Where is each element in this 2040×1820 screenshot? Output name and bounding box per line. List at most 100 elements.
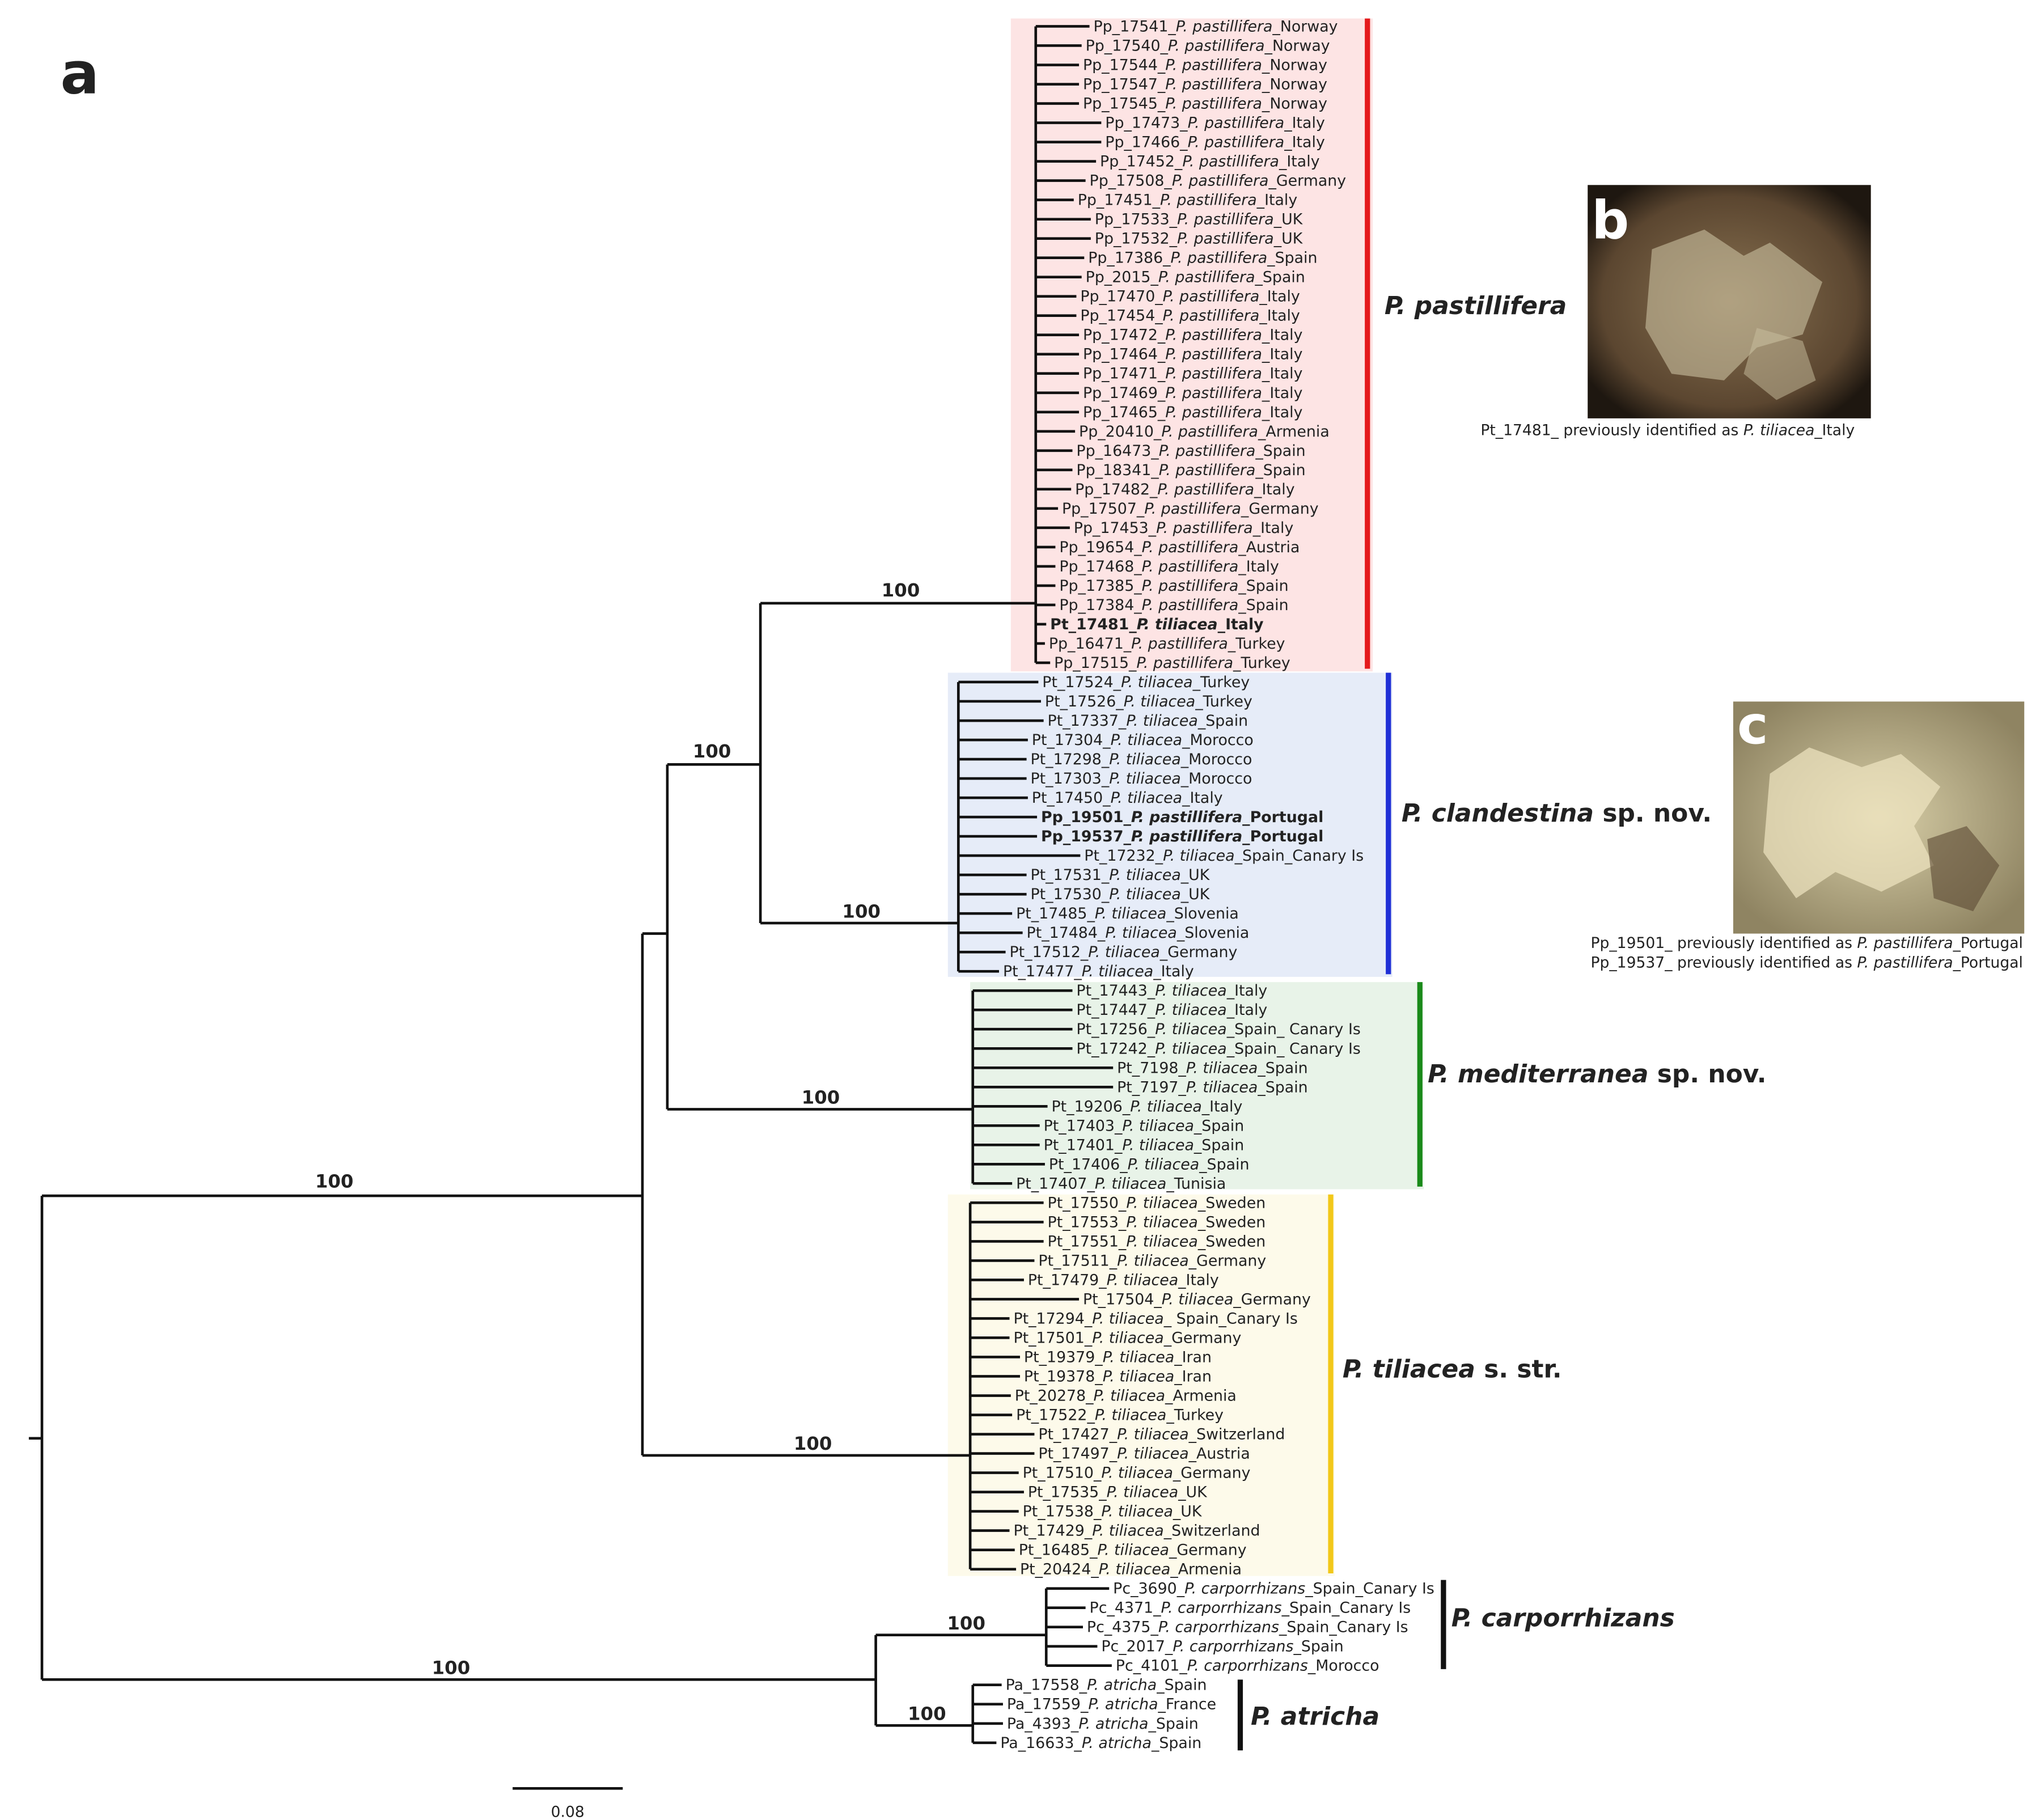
leaf-label: Pa_4393_P. atricha_Spain — [1007, 1715, 1199, 1732]
leaf-part: P. tiliacea — [1092, 1329, 1163, 1347]
support-value: 100 — [794, 1433, 832, 1454]
leaf-label: Pt_7197_P. tiliacea_Spain — [1117, 1078, 1308, 1096]
clade-box — [947, 672, 1393, 977]
support-value: 100 — [947, 1612, 985, 1634]
leaf-part: Pp_19537_ — [1041, 828, 1132, 845]
leaf-part: Pt_17303_ — [1030, 770, 1109, 788]
leaf-part: Pt_17443_ — [1076, 982, 1155, 1000]
leaf-label: Pt_7198_P. tiliacea_Spain — [1117, 1059, 1308, 1077]
leaf-part: P. tiliacea — [1088, 943, 1159, 961]
leaf-part: _Germany — [1169, 1541, 1247, 1559]
leaf-part: P. tiliacea — [1109, 770, 1180, 788]
leaf-part: Pa_17559_ — [1007, 1695, 1089, 1713]
leaf-part: _Spain — [1193, 1117, 1244, 1135]
leaf-part: Pc_4101_ — [1116, 1657, 1188, 1674]
leaf-part: P. tiliacea — [1126, 1233, 1197, 1250]
support-value: 100 — [908, 1703, 946, 1724]
leaf-part: Pp_17386_ — [1088, 249, 1171, 266]
leaf-part: _Germany — [1233, 1290, 1311, 1308]
leaf-part: P. tiliacea — [1128, 1156, 1199, 1173]
leaf-part: Pp_17454_ — [1080, 307, 1163, 324]
leaf-label: Pt_17538_P. tiliacea_UK — [1023, 1502, 1203, 1520]
leaf-part: P. atricha — [1087, 1676, 1157, 1694]
leaf-part: _Spain_Canary Is — [1305, 1580, 1434, 1597]
leaf-part: _UK — [1180, 886, 1211, 903]
leaf-part: P. tiliacea — [1099, 1560, 1170, 1578]
leaf-part: Pt_17477_ — [1003, 963, 1082, 980]
leaf-part: _Portugal — [1242, 828, 1323, 845]
leaf-part: _Austria — [1238, 538, 1300, 556]
leaf-part: Pt_17484_ — [1027, 924, 1106, 942]
leaf-part: _Italy — [1153, 963, 1194, 980]
leaf-part: _Italy — [1252, 519, 1294, 536]
leaf-part: P. tiliacea — [1095, 905, 1166, 922]
leaf-part: Pp_17470_ — [1080, 287, 1163, 305]
leaf-label: Pt_17242_P. tiliacea_Spain_ Canary Is — [1076, 1040, 1360, 1057]
leaf-part: Pt_17526_ — [1045, 692, 1124, 710]
leaf-part: _Turkey — [1192, 673, 1250, 691]
leaf-part: Pc_4375_ — [1087, 1618, 1159, 1636]
leaf-part: _Italy — [1218, 615, 1264, 633]
leaf-part: _Spain — [1255, 461, 1305, 479]
leaf-part: Pt_17485_ — [1016, 905, 1095, 922]
leaf-part: P. pastillifera — [1142, 557, 1239, 575]
leaf-part: Pp_17508_ — [1090, 172, 1173, 189]
leaf-label: Pp_17545_P. pastillifera_Norway — [1083, 95, 1327, 112]
leaf-label: Pt_17484_P. tiliacea_Slovenia — [1027, 924, 1250, 942]
leaf-part: _Spain_ Canary Is — [1226, 1021, 1361, 1038]
leaf-part: P. tiliacea — [1111, 789, 1182, 807]
leaf-label: Pt_17429_P. tiliacea_Switzerland — [1013, 1522, 1260, 1539]
support-value: 100 — [432, 1657, 471, 1679]
leaf-part: Pt_17304_ — [1032, 731, 1111, 749]
leaf-part: P. pastillifera — [1159, 461, 1256, 479]
leaf-part: _Tunisia — [1166, 1175, 1226, 1192]
clade-label: P. clandestina sp. nov. — [1402, 798, 1712, 827]
leaf-part: Pt_17512_ — [1010, 943, 1089, 961]
leaf-part: _Spain_ Canary Is — [1226, 1040, 1361, 1057]
leaf-part: P. tiliacea — [1117, 1425, 1188, 1443]
leaf-part: P. pastillifera — [1131, 828, 1242, 845]
leaf-part: Pc_4371_ — [1090, 1599, 1162, 1616]
leaf-part: Pp_17533_ — [1095, 210, 1178, 228]
caption-part: _Italy — [1814, 421, 1855, 439]
leaf-label: Pt_17403_P. tiliacea_Spain — [1044, 1117, 1245, 1135]
leaf-part: P. pastillifera — [1165, 95, 1262, 112]
leaf-part: P. carporrhizans — [1187, 1657, 1308, 1674]
leaf-part: P. tiliacea — [1082, 963, 1153, 980]
leaf-part: P. pastillifera — [1165, 384, 1262, 401]
leaf-part: _Italy — [1262, 326, 1303, 344]
leaf-part: P. pastillifera — [1156, 519, 1253, 536]
leaf-part: _Turkey — [1233, 654, 1290, 671]
leaf-label: Pp_17471_P. pastillifera_Italy — [1083, 365, 1303, 382]
leaf-label: Pp_19654_P. pastillifera_Austria — [1059, 538, 1300, 556]
support-value: 100 — [693, 740, 731, 762]
leaf-part: _Iran — [1174, 1368, 1212, 1385]
leaf-part: P. tiliacea — [1117, 1252, 1188, 1269]
leaf-part: P. tiliacea — [1095, 1406, 1166, 1424]
leaf-part: Pp_17465_ — [1083, 403, 1166, 421]
support-value: 100 — [842, 900, 881, 922]
leaf-part: P. pastillifera — [1168, 37, 1265, 54]
leaf-part: P. pastillifera — [1136, 654, 1233, 671]
leaf-part: Pt_17501_ — [1013, 1329, 1092, 1347]
leaf-part: _UK — [1273, 210, 1303, 228]
leaf-part: _Italy — [1262, 384, 1303, 401]
leaf-label: Pt_19379_P. tiliacea_Iran — [1024, 1348, 1212, 1366]
caption-part: P. pastillifera — [1857, 934, 1953, 951]
leaf-part: P. tiliacea — [1122, 1117, 1193, 1135]
leaf-part: _Italy — [1279, 153, 1320, 170]
leaf-label: Pt_17553_P. tiliacea_Sweden — [1048, 1213, 1266, 1231]
leaf-part: P. pastillifera — [1188, 133, 1285, 151]
leaf-label: Pp_17385_P. pastillifera_Spain — [1059, 577, 1288, 594]
leaf-part: _Morocco — [1307, 1657, 1379, 1674]
leaf-part: P. tiliacea — [1155, 982, 1226, 1000]
leaf-part: Pp_17515_ — [1054, 654, 1137, 671]
leaf-part: Pt_17479_ — [1028, 1271, 1107, 1289]
leaf-part: _Italy — [1256, 191, 1298, 209]
leaf-label: Pp_17386_P. pastillifera_Spain — [1088, 249, 1317, 266]
leaf-label: Pt_17450_P. tiliacea_Italy — [1032, 789, 1223, 807]
leaf-label: Pp_17470_P. pastillifera_Italy — [1080, 287, 1300, 305]
leaf-part: Pp_17545_ — [1083, 95, 1166, 112]
clade-name-part: sp. nov. — [1648, 1060, 1766, 1089]
leaf-part: P. pastillifera — [1172, 172, 1269, 189]
